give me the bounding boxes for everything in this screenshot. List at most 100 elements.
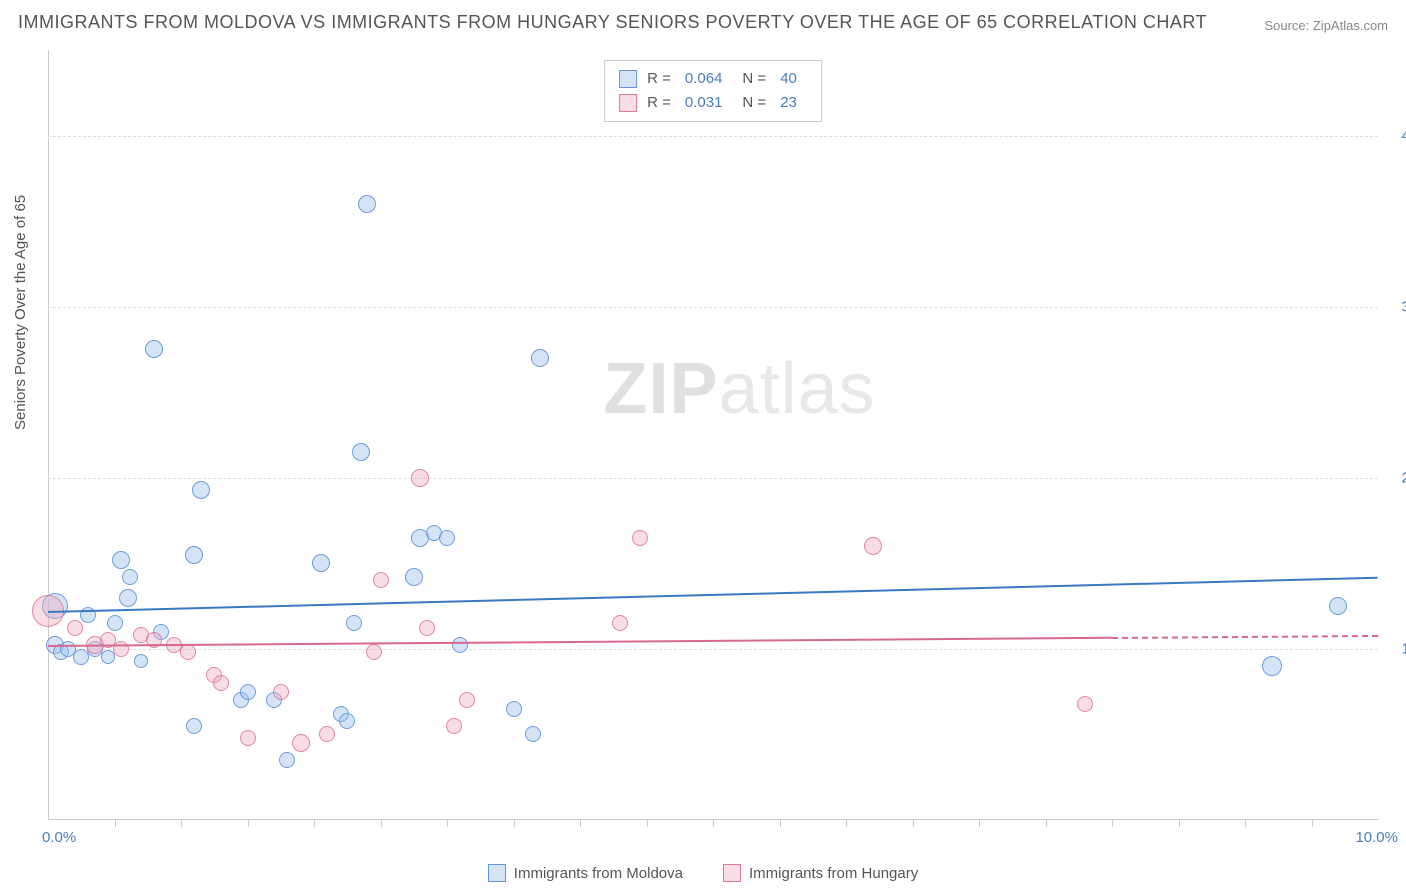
legend-swatch xyxy=(619,94,637,112)
y-tick-label: 40.0% xyxy=(1401,127,1406,144)
r-label: R = xyxy=(647,67,671,91)
y-axis-label: Seniors Poverty Over the Age of 65 xyxy=(12,195,29,430)
x-tick xyxy=(314,820,315,827)
scatter-point-hungary xyxy=(612,615,628,631)
y-axis-line xyxy=(48,50,49,820)
trend-line xyxy=(1112,635,1378,639)
legend-label: Immigrants from Hungary xyxy=(749,865,918,882)
scatter-point-moldova xyxy=(346,615,362,631)
x-tick xyxy=(580,820,581,827)
scatter-point-hungary xyxy=(446,718,462,734)
trend-line xyxy=(48,577,1378,613)
scatter-point-moldova xyxy=(352,443,370,461)
source-attribution: Source: ZipAtlas.com xyxy=(1264,18,1388,33)
legend-item-hungary: Immigrants from Hungary xyxy=(723,864,918,882)
x-tick xyxy=(181,820,182,827)
scatter-point-moldova xyxy=(192,481,210,499)
scatter-point-moldova xyxy=(122,569,138,585)
gridline-h xyxy=(48,136,1378,137)
x-tick xyxy=(846,820,847,827)
watermark-light: atlas xyxy=(719,349,876,429)
correlation-legend: R = 0.064 N = 40R = 0.031 N = 23 xyxy=(604,60,822,122)
legend-item-moldova: Immigrants from Moldova xyxy=(488,864,683,882)
scatter-point-moldova xyxy=(358,195,376,213)
gridline-h xyxy=(48,649,1378,650)
legend-row-moldova: R = 0.064 N = 40 xyxy=(619,67,807,91)
scatter-point-hungary xyxy=(864,537,882,555)
legend-label: Immigrants from Moldova xyxy=(514,865,683,882)
scatter-point-hungary xyxy=(213,675,229,691)
scatter-point-hungary xyxy=(411,469,429,487)
scatter-point-moldova xyxy=(101,650,115,664)
scatter-point-moldova xyxy=(339,713,355,729)
scatter-point-moldova xyxy=(452,637,468,653)
x-tick xyxy=(713,820,714,827)
scatter-point-hungary xyxy=(180,644,196,660)
r-value: 0.064 xyxy=(685,67,723,91)
scatter-point-moldova xyxy=(405,568,423,586)
scatter-point-hungary xyxy=(1077,696,1093,712)
series-legend: Immigrants from Moldova Immigrants from H… xyxy=(0,864,1406,882)
scatter-point-moldova xyxy=(1329,597,1347,615)
gridline-h xyxy=(48,307,1378,308)
x-axis-max-label: 10.0% xyxy=(1355,829,1398,846)
trend-line xyxy=(48,637,1112,647)
n-value: 23 xyxy=(780,91,797,115)
n-label: N = xyxy=(742,67,766,91)
y-tick-label: 20.0% xyxy=(1401,469,1406,486)
scatter-point-moldova xyxy=(186,718,202,734)
x-tick xyxy=(780,820,781,827)
scatter-point-moldova xyxy=(506,701,522,717)
x-tick xyxy=(647,820,648,827)
x-axis-min-label: 0.0% xyxy=(42,829,76,846)
x-tick xyxy=(381,820,382,827)
scatter-point-hungary xyxy=(292,734,310,752)
scatter-point-moldova xyxy=(439,530,455,546)
scatter-point-moldova xyxy=(1262,656,1282,676)
y-tick-label: 10.0% xyxy=(1401,640,1406,657)
watermark-bold: ZIP xyxy=(604,349,719,429)
legend-row-hungary: R =0.031N =23 xyxy=(619,91,807,115)
x-tick xyxy=(1112,820,1113,827)
chart-title: IMMIGRANTS FROM MOLDOVA VS IMMIGRANTS FR… xyxy=(18,12,1207,33)
x-tick xyxy=(115,820,116,827)
n-value: 40 xyxy=(780,67,797,91)
x-tick xyxy=(447,820,448,827)
r-value: 0.031 xyxy=(685,91,723,115)
scatter-point-moldova xyxy=(279,752,295,768)
scatter-point-moldova xyxy=(185,546,203,564)
scatter-point-moldova xyxy=(112,551,130,569)
scatter-point-moldova xyxy=(531,349,549,367)
legend-swatch xyxy=(619,70,637,88)
scatter-point-hungary xyxy=(240,730,256,746)
n-label: N = xyxy=(742,91,766,115)
scatter-point-moldova xyxy=(134,654,148,668)
legend-swatch xyxy=(723,864,741,882)
scatter-point-hungary xyxy=(366,644,382,660)
watermark: ZIPatlas xyxy=(604,348,876,430)
x-tick xyxy=(514,820,515,827)
scatter-point-moldova xyxy=(312,554,330,572)
x-tick xyxy=(979,820,980,827)
gridline-h xyxy=(48,478,1378,479)
scatter-point-hungary xyxy=(459,692,475,708)
chart-plot-area: ZIPatlas R =0.064N =40R =0.031N =23 10.0… xyxy=(48,50,1378,820)
scatter-point-moldova xyxy=(525,726,541,742)
scatter-point-hungary xyxy=(67,620,83,636)
scatter-point-hungary xyxy=(419,620,435,636)
legend-swatch xyxy=(488,864,506,882)
scatter-point-hungary xyxy=(632,530,648,546)
scatter-point-moldova xyxy=(107,615,123,631)
scatter-point-hungary xyxy=(319,726,335,742)
x-tick xyxy=(248,820,249,827)
x-tick xyxy=(913,820,914,827)
scatter-point-hungary xyxy=(113,641,129,657)
x-tick xyxy=(1312,820,1313,827)
plot-inner: ZIPatlas R =0.064N =40R =0.031N =23 10.0… xyxy=(48,50,1378,820)
scatter-point-hungary xyxy=(373,572,389,588)
x-tick xyxy=(1179,820,1180,827)
x-tick xyxy=(1245,820,1246,827)
scatter-point-moldova xyxy=(119,589,137,607)
x-tick xyxy=(1046,820,1047,827)
scatter-point-moldova xyxy=(240,684,256,700)
